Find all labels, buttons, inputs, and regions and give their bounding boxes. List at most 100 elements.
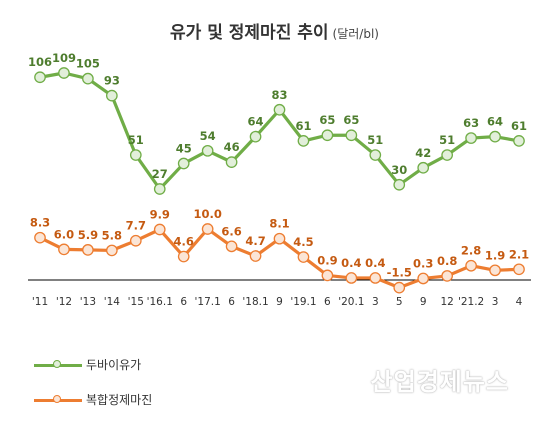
legend-item-margin: 복합정제마진: [34, 391, 152, 408]
x-tick-label: 4: [516, 296, 523, 308]
oil-data-label: 93: [104, 74, 120, 88]
oil-point: [369, 149, 382, 161]
margin-point: [489, 264, 501, 277]
margin-data-label: 4.6: [174, 235, 194, 249]
oil-data-label: 27: [152, 167, 168, 181]
margin-data-label: 4.7: [245, 234, 265, 248]
margin-point: [177, 250, 190, 263]
x-tick-label: 6: [180, 296, 187, 308]
margin-point: [153, 223, 166, 236]
x-tick-label: '21.2: [458, 296, 484, 308]
oil-point: [106, 89, 118, 102]
margin-point: [345, 272, 358, 284]
x-tick-label: '11: [32, 296, 48, 308]
oil-data-label: 109: [52, 51, 76, 65]
x-tick-label: '17.1: [195, 296, 221, 308]
legend-label-margin: 복합정제마진: [86, 393, 153, 407]
x-tick-label: '18.1: [242, 296, 268, 308]
oil-data-label: 83: [271, 88, 287, 102]
margin-data-label: 0.3: [413, 256, 433, 270]
margin-data-label: 6.0: [54, 227, 74, 241]
margin-data-label: 2.1: [509, 247, 529, 261]
margin-point: [34, 231, 46, 244]
oil-data-label: 64: [487, 115, 503, 129]
legend-label-oil: 두바이유가: [86, 358, 142, 372]
oil-point: [345, 129, 358, 142]
oil-point: [58, 67, 70, 79]
oil-point: [321, 129, 334, 142]
margin-point: [321, 269, 334, 282]
oil-point: [34, 71, 46, 84]
margin-data-label: 0.9: [317, 253, 337, 267]
margin-point: [513, 263, 525, 276]
chart-subtitle: (달러/bl): [332, 27, 379, 41]
oil-data-label: 46: [224, 140, 240, 154]
margin-point: [82, 244, 94, 256]
oil-point: [417, 161, 430, 174]
x-tick-label: '12: [56, 296, 72, 308]
margin-data-label: 7.7: [126, 219, 146, 233]
x-tick-label: '14: [104, 296, 121, 308]
oil-point: [129, 149, 142, 161]
margin-point: [106, 244, 118, 257]
oil-data-label: 51: [367, 133, 383, 147]
watermark-logo: 산업경제뉴스: [370, 368, 509, 396]
oil-point: [297, 135, 310, 147]
x-tick-label: 5: [396, 296, 403, 308]
oil-point: [393, 178, 406, 191]
margin-data-label: 2.8: [461, 244, 481, 258]
oil-point: [153, 183, 166, 195]
oil-data-label: 65: [343, 113, 359, 127]
margin-point: [417, 272, 430, 285]
oil-data-label: 65: [319, 113, 335, 127]
chart-title-block: 유가 및 정제마진 추이 (달러/bl): [0, 18, 549, 43]
oil-data-label: 63: [463, 116, 479, 130]
margin-point: [369, 272, 382, 284]
oil-data-label: 51: [439, 133, 455, 147]
oil-data-label: 51: [128, 133, 144, 147]
margin-point: [201, 223, 214, 235]
oil-point: [441, 149, 453, 161]
margin-data-label: 10.0: [193, 207, 221, 221]
margin-point: [129, 234, 142, 247]
oil-point: [177, 157, 190, 170]
margin-point: [225, 240, 238, 253]
x-tick-label: 3: [372, 296, 379, 308]
margin-data-label: 0.4: [365, 256, 385, 270]
margin-data-label: 8.1: [269, 217, 289, 231]
x-tick-label: 6: [228, 296, 235, 308]
margin-data-label: 0.4: [341, 256, 361, 270]
margin-data-label: 9.9: [150, 208, 170, 222]
legend-swatch-margin: [34, 394, 82, 406]
x-tick-label: 3: [492, 296, 499, 308]
margin-data-label: 4.5: [293, 235, 313, 249]
margin-data-label: 6.6: [221, 224, 241, 238]
oil-data-label: 30: [391, 163, 407, 177]
legend-item-oil: 두바이유가: [34, 356, 141, 373]
oil-data-label: 105: [76, 57, 100, 71]
legend-marker-oil: [53, 359, 61, 368]
legend-marker-margin: [53, 394, 61, 403]
oil-data-label: 64: [248, 115, 264, 129]
x-tick-label: 9: [420, 296, 427, 308]
x-tick-label: 12: [440, 296, 453, 308]
oil-data-label: 61: [511, 119, 527, 133]
oil-point: [489, 130, 501, 143]
oil-point: [201, 144, 214, 157]
margin-data-label: 1.9: [485, 248, 505, 262]
x-tick-label: '15: [128, 296, 144, 308]
oil-data-label: 42: [415, 146, 431, 160]
legend-swatch-oil: [34, 359, 82, 371]
margin-point: [58, 243, 70, 256]
margin-point: [297, 251, 310, 263]
margin-data-label: 0.8: [437, 254, 457, 268]
margin-point: [273, 232, 286, 245]
margin-data-label: 5.8: [102, 228, 122, 242]
margin-data-label: -1.5: [387, 266, 412, 280]
oil-point: [249, 130, 262, 143]
x-tick-label: '16.1: [147, 296, 173, 308]
x-tick-label: '19.1: [290, 296, 316, 308]
oil-point: [513, 135, 525, 147]
margin-data-label: 5.9: [78, 228, 98, 242]
oil-data-label: 61: [295, 119, 311, 133]
